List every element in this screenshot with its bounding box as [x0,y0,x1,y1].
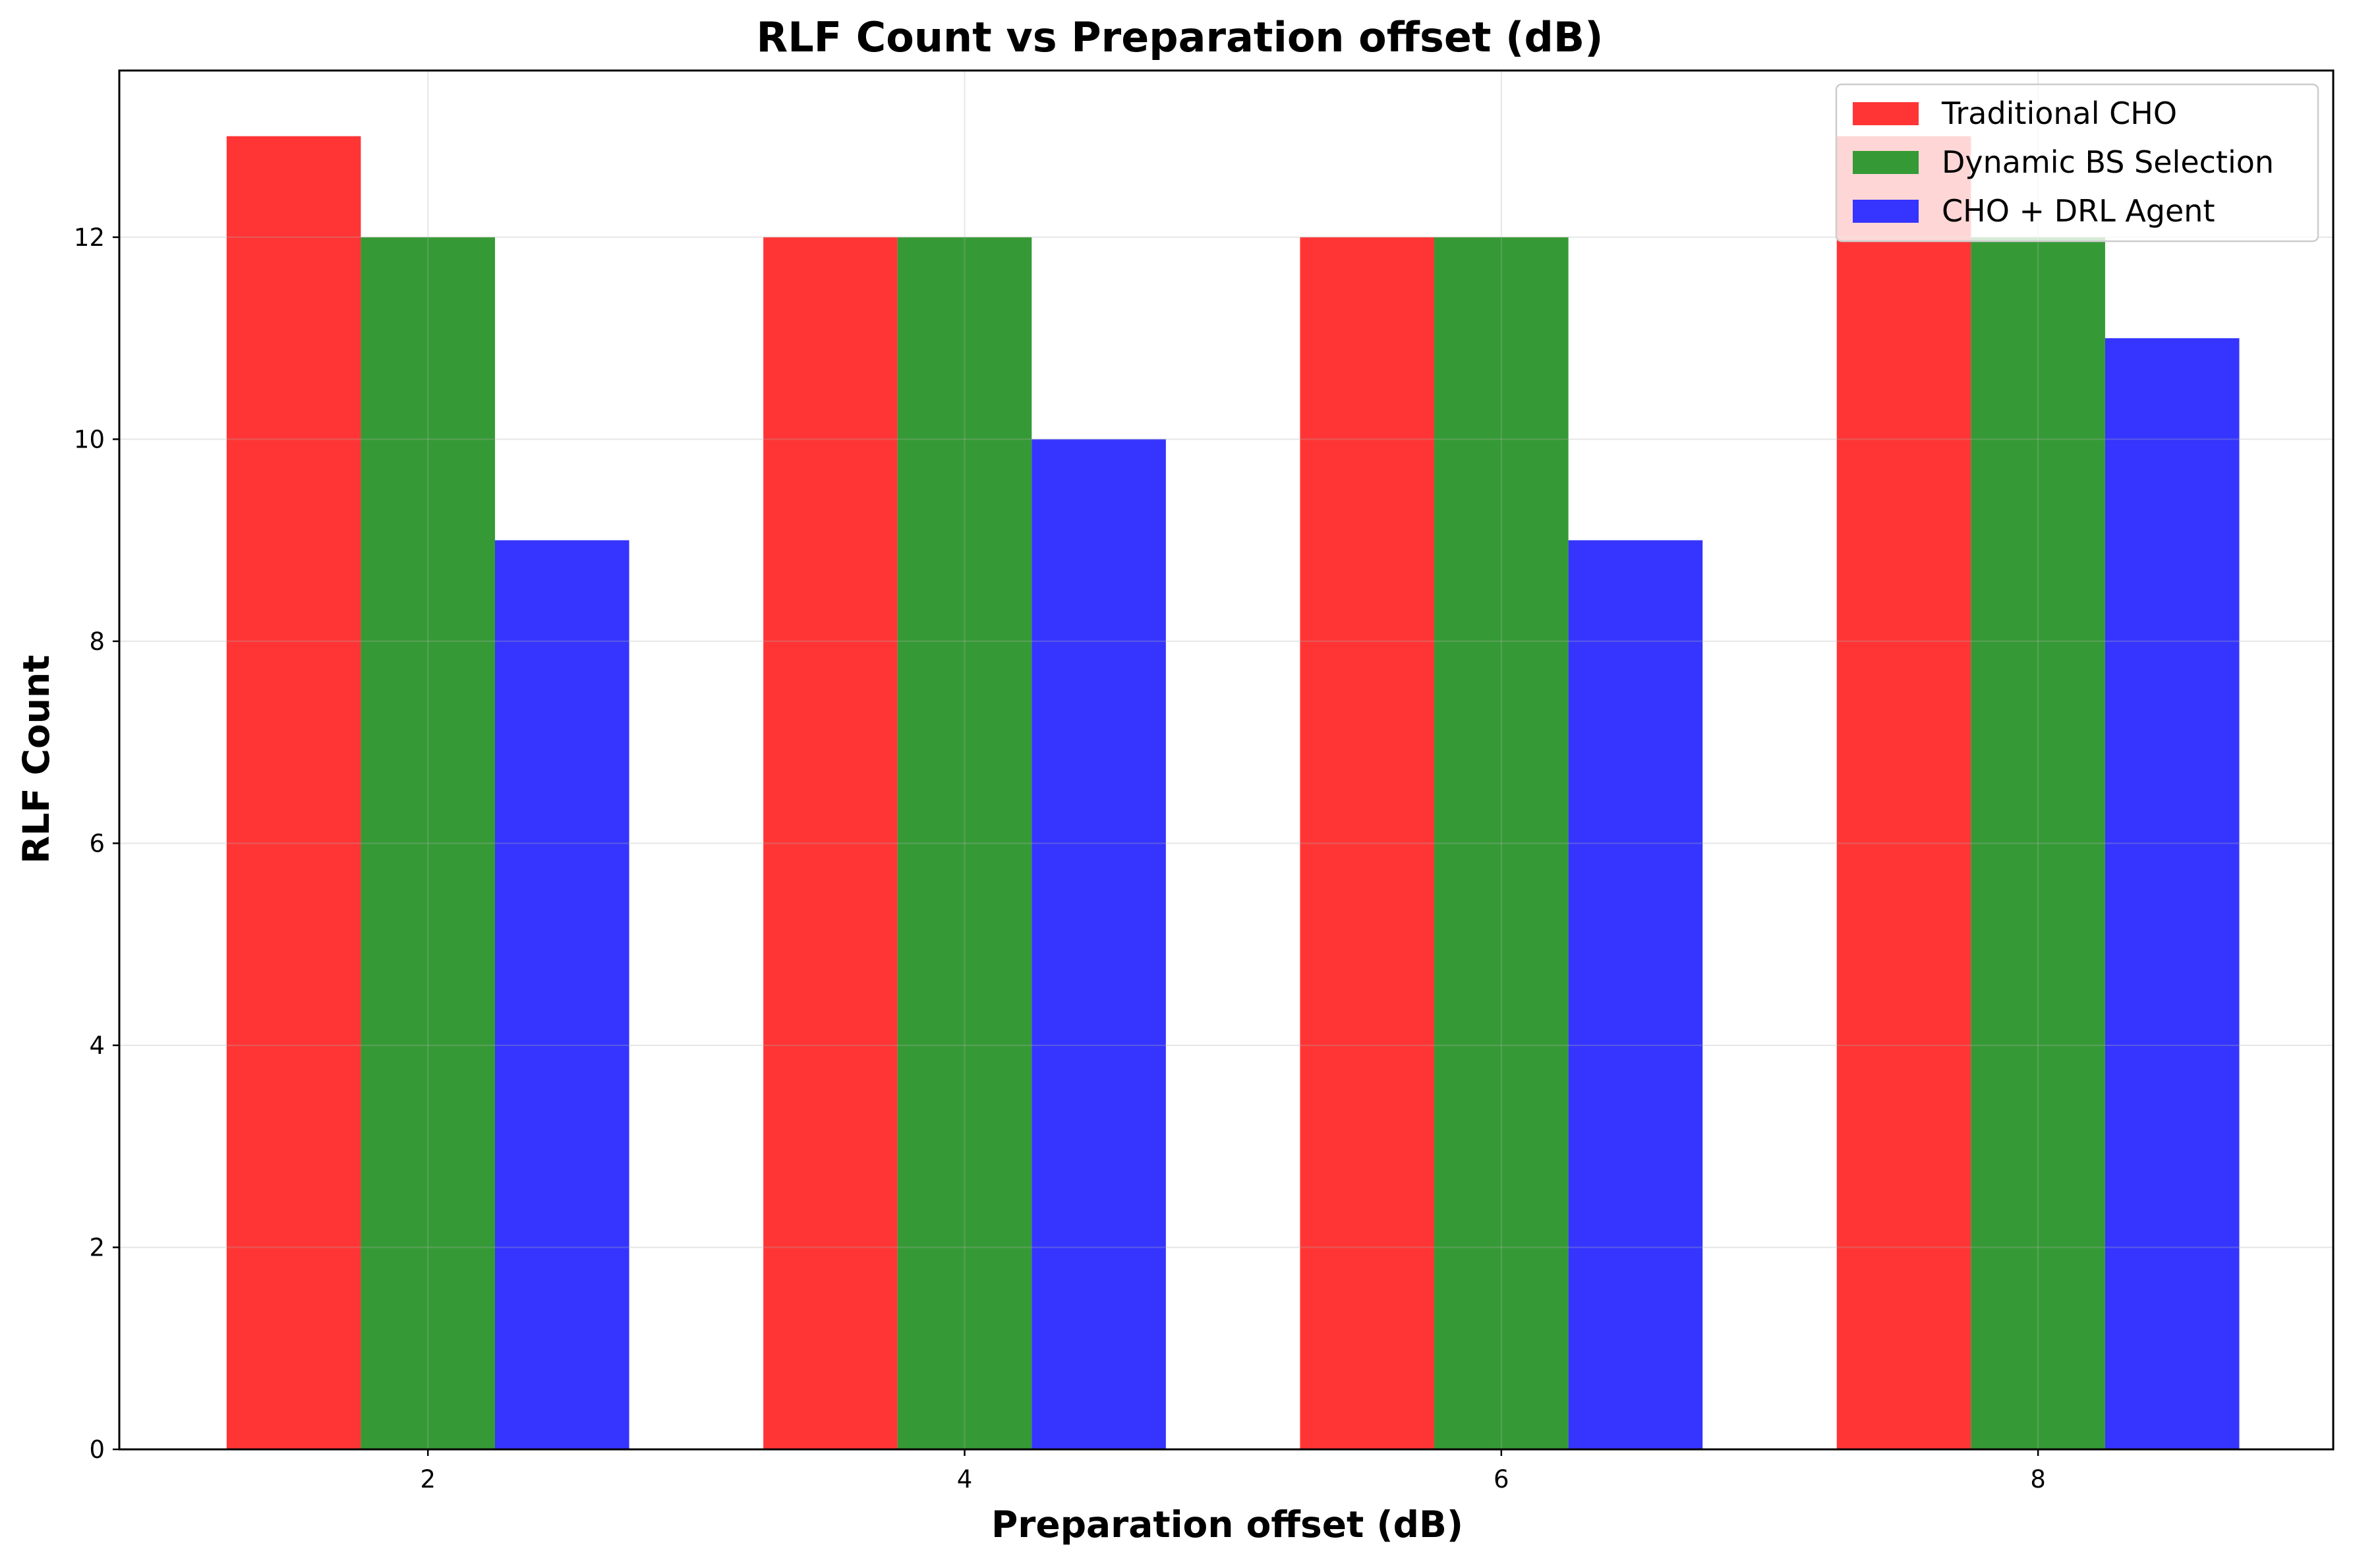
bar-cho-drl-agent-6 [1568,540,1703,1449]
bar-traditional-cho-2 [226,136,361,1450]
bar-cho-drl-agent-4 [1031,439,1166,1449]
bar-traditional-cho-4 [763,237,898,1449]
x-tick-label: 8 [2030,1465,2046,1494]
bar-traditional-cho-8 [1836,136,1971,1450]
plot-frame [118,69,2335,1451]
bar-dynamic-bs-selection-8 [1971,237,2105,1449]
bar-traditional-cho-6 [1300,237,1435,1449]
y-tick-label: 0 [89,1436,105,1464]
x-axis-label: Preparation offset (dB) [991,1503,1463,1546]
x-tick-label: 2 [420,1465,436,1494]
y-tick-label: 6 [89,829,105,857]
y-tick-label: 4 [89,1031,105,1060]
bar-cho-drl-agent-8 [2105,338,2240,1450]
bar-dynamic-bs-selection-4 [897,237,1032,1449]
legend-label: Traditional CHO [1941,96,2177,131]
y-tick-label: 12 [74,223,105,252]
axes: 0 2 4 6 8 10 12 2 4 6 8 [74,69,2335,1494]
legend-swatch-traditional-cho [1853,102,1919,125]
y-tick-label: 8 [89,627,105,656]
legend-swatch-dynamic-bs-selection [1853,151,1919,174]
legend-label: CHO + DRL Agent [1942,193,2215,229]
chart-title: RLF Count vs Preparation offset (dB) [757,13,1604,61]
bar-dynamic-bs-selection-6 [1434,237,1569,1449]
legend: Traditional CHO Dynamic BS Selection CHO +… [1835,83,2319,243]
bar-dynamic-bs-selection-2 [361,237,496,1449]
x-tick-label: 6 [1494,1465,1509,1494]
legend-label: Dynamic BS Selection [1942,144,2274,180]
legend-box [1835,83,2319,243]
y-tick-label: 10 [74,425,105,453]
bars [226,136,2240,1450]
bar-cho-drl-agent-2 [495,540,629,1449]
legend-swatch-cho-drl-agent [1853,200,1919,223]
y-tick-label: 2 [89,1233,105,1262]
y-axis-label: RLF Count [15,655,57,864]
x-tick-label: 4 [957,1465,973,1494]
